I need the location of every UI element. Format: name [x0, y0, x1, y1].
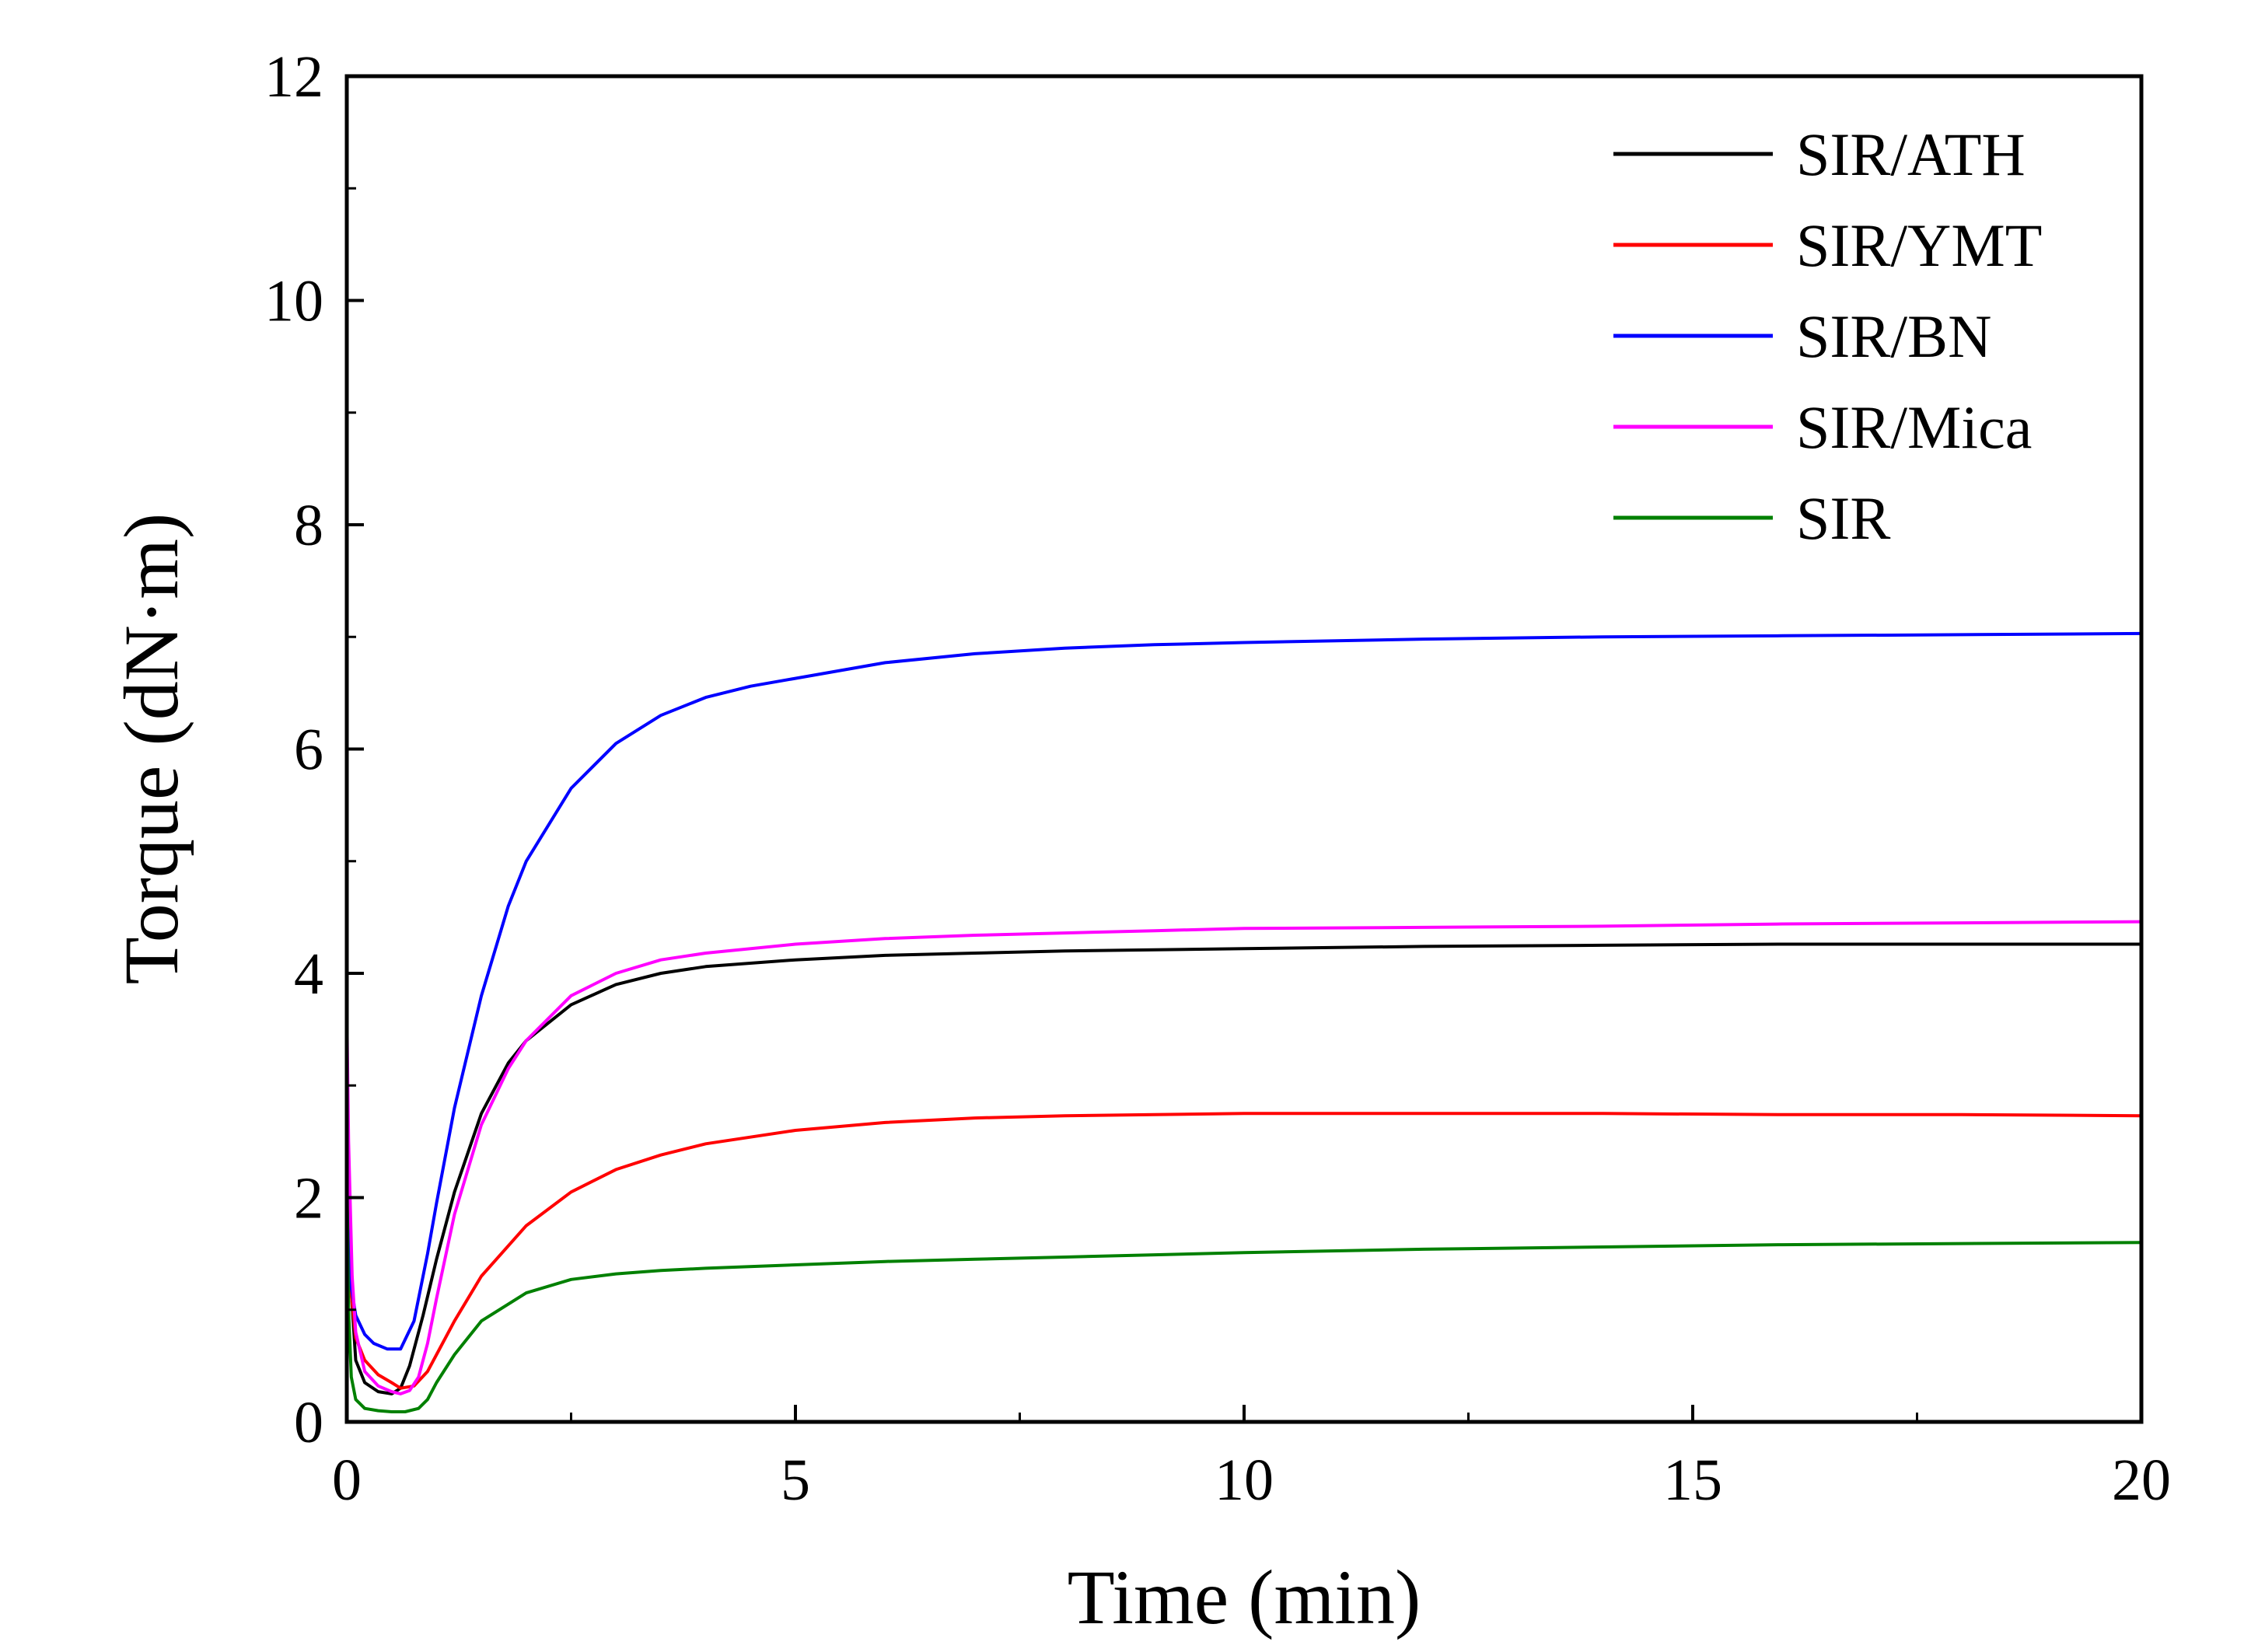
series-line-sir-bn [345, 631, 2143, 1351]
y-axis-title: Torque (dN·m) [108, 513, 194, 985]
series-line-sir [345, 1162, 2143, 1413]
y-tick-label: 8 [294, 493, 323, 558]
x-tick-label: 10 [1215, 1448, 1274, 1513]
legend: SIR/ATH SIR/YMT SIR/BN SIR/Mica SIR [1613, 120, 2042, 552]
legend-label-sir-bn: SIR/BN [1796, 302, 1991, 370]
legend-label-sir: SIR [1796, 484, 1890, 552]
y-tick-label: 0 [294, 1390, 323, 1455]
y-tick-label: 12 [264, 44, 323, 110]
y-tick-label: 6 [294, 718, 323, 783]
y-tick-label: 4 [294, 941, 323, 1007]
legend-label-sir-ymt: SIR/YMT [1796, 211, 2042, 279]
x-axis-title: Time (min) [1068, 1554, 1421, 1640]
series-line-sir-mica [345, 920, 2143, 1395]
series-line-sir-ymt [345, 1112, 2143, 1390]
x-tick-label: 0 [332, 1448, 362, 1513]
ticks-layer: 0 5 10 15 20 0 2 4 6 8 10 12 [264, 44, 2171, 1513]
y-tick-label: 2 [294, 1166, 323, 1231]
x-tick-label: 20 [2112, 1448, 2171, 1513]
series-line-sir-ath [345, 942, 2143, 1395]
legend-label-sir-ath: SIR/ATH [1796, 120, 2026, 188]
y-tick-label: 10 [264, 269, 323, 334]
legend-label-sir-mica: SIR/Mica [1796, 393, 2032, 461]
x-tick-label: 15 [1663, 1448, 1722, 1513]
x-tick-label: 5 [781, 1448, 810, 1513]
series-layer [345, 631, 2143, 1413]
